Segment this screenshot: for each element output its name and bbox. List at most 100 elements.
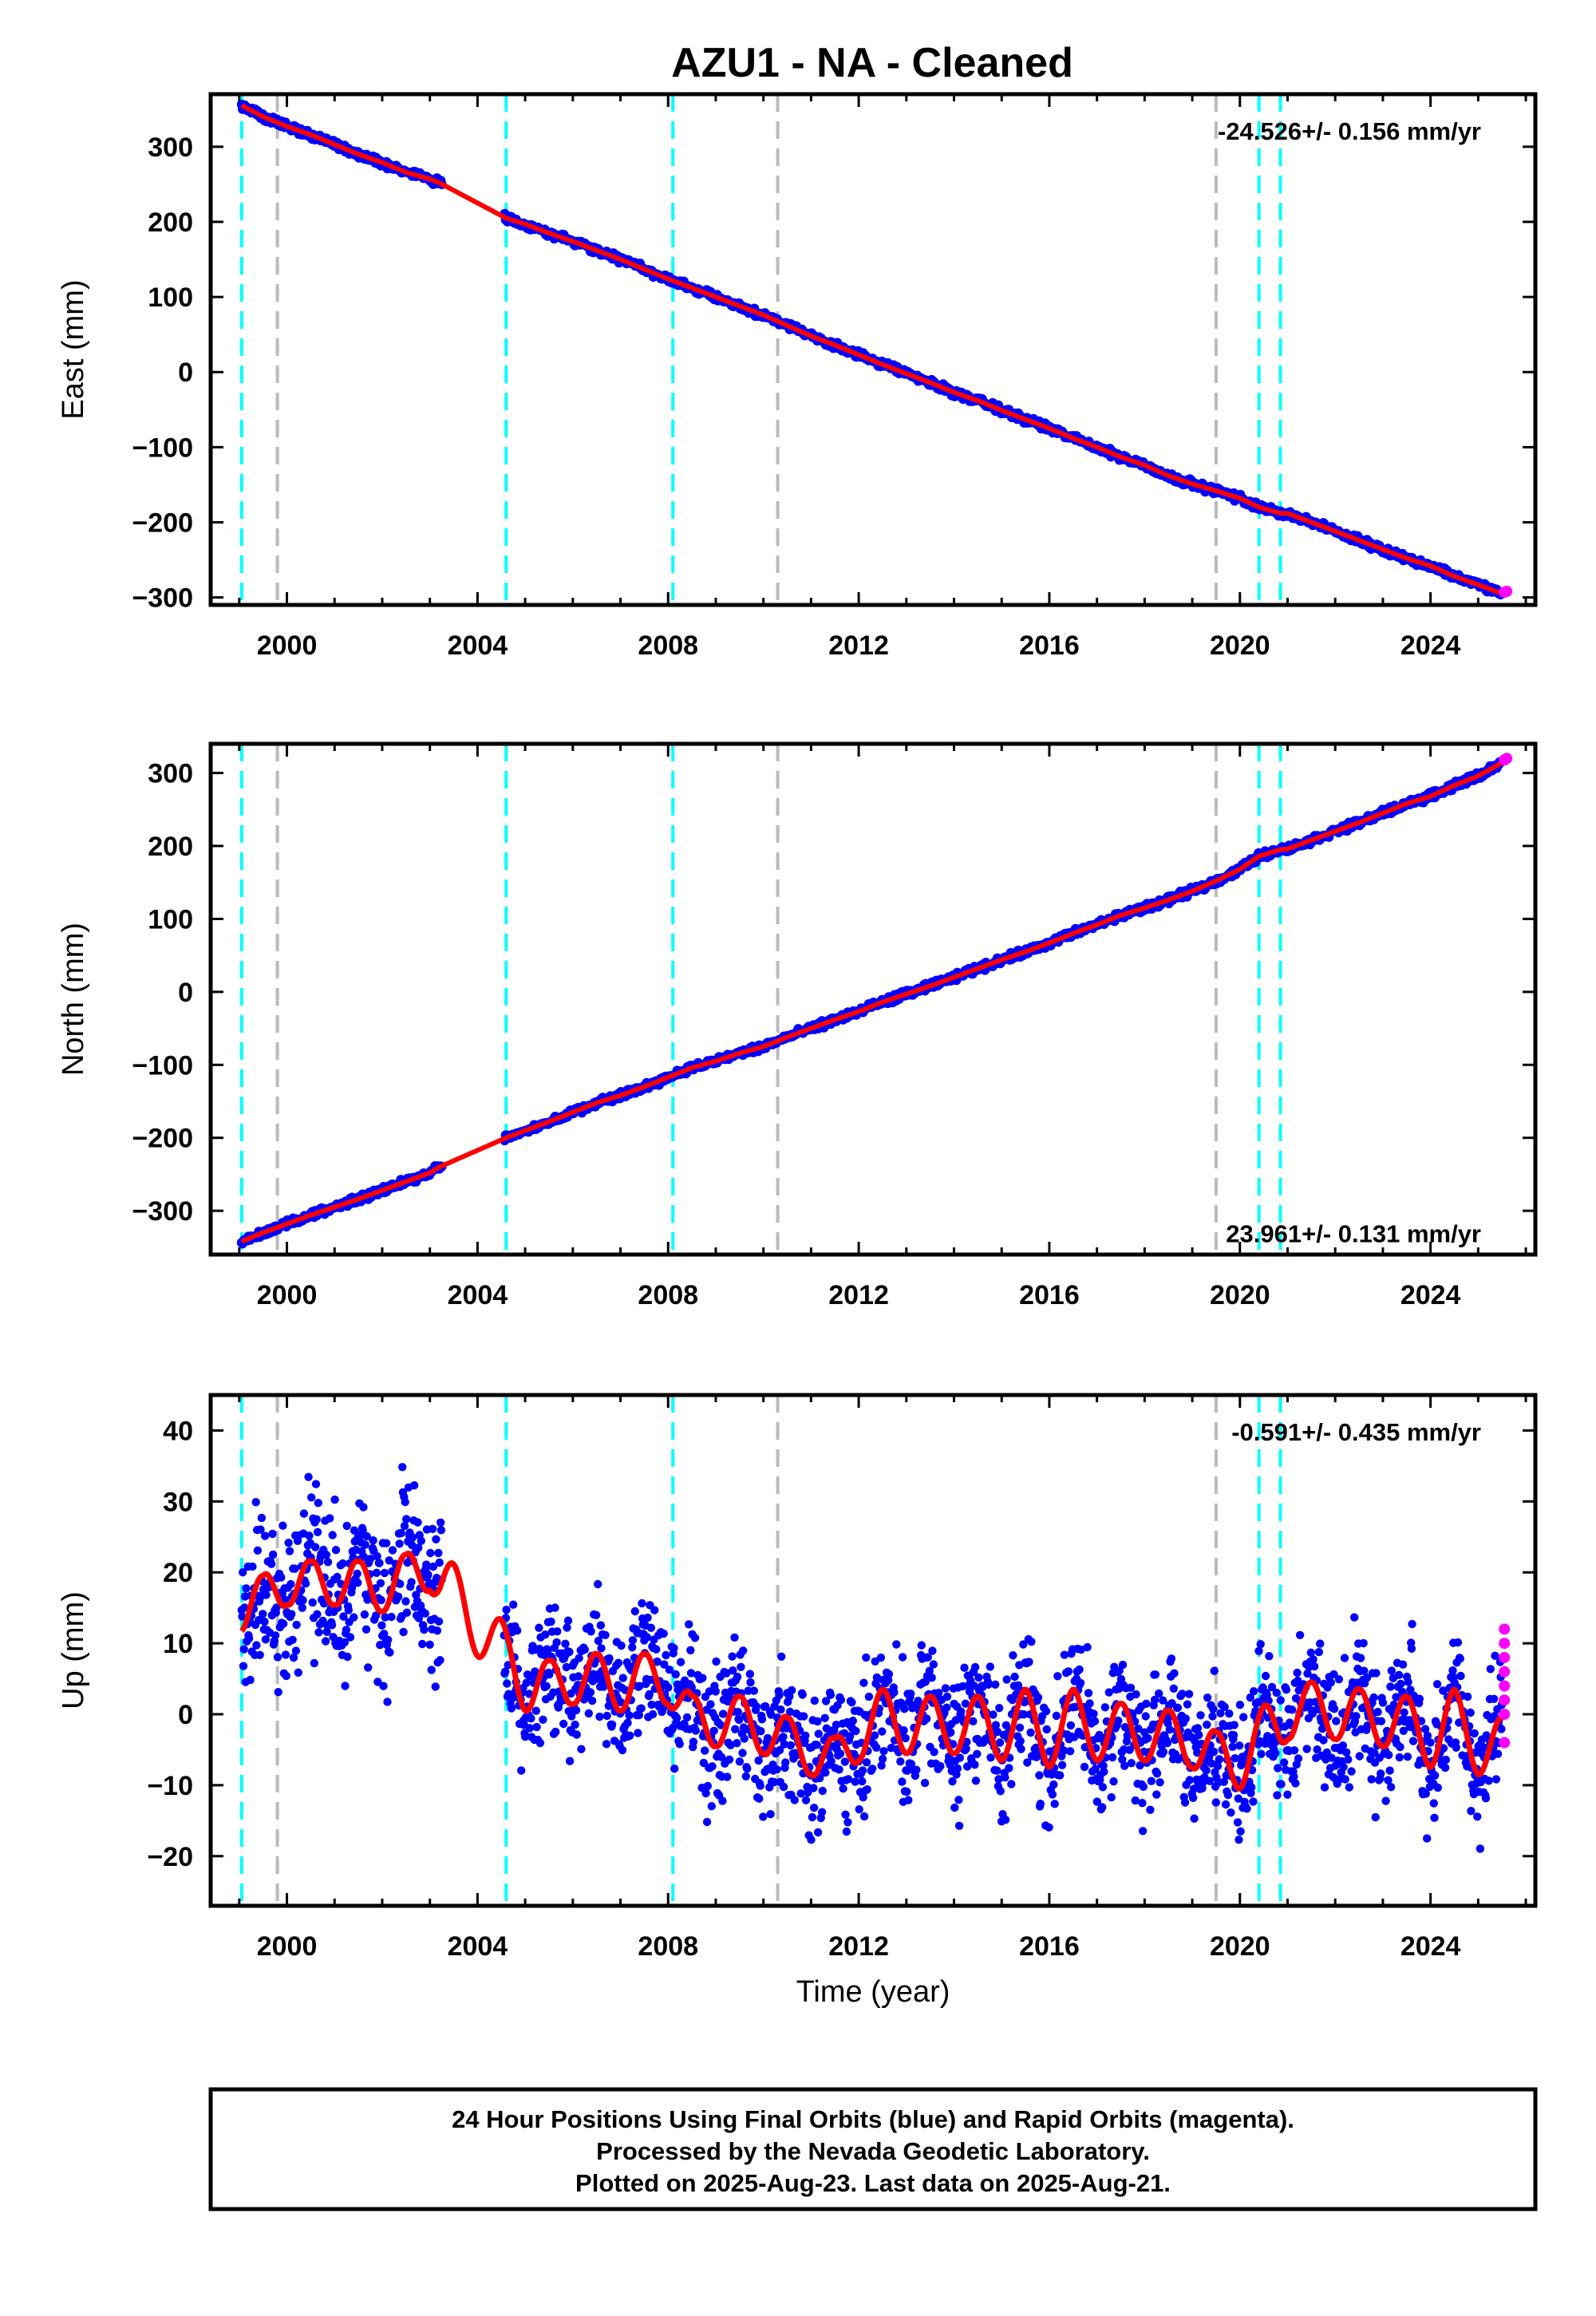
data-point	[993, 1766, 1001, 1775]
data-point	[835, 1765, 843, 1774]
data-point	[741, 1772, 750, 1780]
footer-frame	[208, 2087, 1538, 2211]
data-point	[749, 1686, 758, 1695]
data-point	[521, 1733, 530, 1741]
data-point	[638, 1599, 646, 1608]
x-tick-label: 2004	[448, 630, 508, 661]
data-point	[1180, 1798, 1190, 1807]
data-point	[1049, 1780, 1058, 1789]
data-point	[1132, 1690, 1140, 1699]
data-point	[809, 1784, 818, 1792]
data-point	[1169, 1684, 1179, 1693]
data-point	[417, 1536, 425, 1546]
data-point	[587, 1696, 597, 1705]
x-tick-label: 2016	[1019, 1280, 1080, 1310]
data-point	[377, 1595, 385, 1605]
data-point	[1228, 1742, 1237, 1751]
data-point	[1076, 1678, 1085, 1687]
data-point	[1432, 1680, 1442, 1689]
data-point	[500, 1667, 510, 1676]
x-tick-label: 2000	[257, 1280, 318, 1310]
data-point	[1002, 1675, 1011, 1684]
data-point	[259, 1610, 267, 1618]
data-point	[1327, 1753, 1336, 1762]
data-point	[630, 1607, 639, 1616]
data-point	[872, 1743, 881, 1752]
data-point	[730, 1633, 739, 1642]
data-point	[813, 1717, 822, 1726]
data-point	[1467, 1807, 1476, 1816]
y-tick-label: 0	[178, 978, 193, 1008]
data-point	[812, 1741, 821, 1749]
x-tick-label: 2008	[638, 1280, 698, 1310]
data-point	[1167, 1654, 1176, 1663]
panel-frame	[208, 1393, 1538, 1908]
data-point	[752, 1702, 760, 1711]
data-point	[1344, 1755, 1353, 1764]
data-point	[686, 1669, 696, 1678]
data-point	[1313, 1745, 1321, 1754]
data-point	[637, 1704, 646, 1713]
data-point	[970, 1682, 978, 1690]
data-point	[650, 1606, 659, 1614]
data-point	[731, 1725, 740, 1733]
x-tick-label: 2008	[638, 630, 698, 661]
data-point	[552, 1638, 561, 1647]
data-point	[1057, 1761, 1067, 1769]
data-point	[551, 1727, 560, 1737]
data-point	[757, 1715, 767, 1724]
data-point	[1010, 1672, 1019, 1682]
data-point	[509, 1600, 518, 1609]
data-point	[827, 1757, 836, 1766]
data-point	[242, 1584, 251, 1593]
data-point	[1091, 1765, 1100, 1773]
data-point	[398, 1463, 407, 1472]
data-point	[707, 1802, 716, 1811]
data-point	[971, 1777, 981, 1785]
data-point	[899, 1726, 908, 1735]
data-point	[279, 1619, 288, 1628]
data-point	[1025, 1658, 1033, 1666]
data-point	[292, 1620, 301, 1630]
data-point	[1229, 1730, 1238, 1740]
data-point	[898, 1653, 907, 1662]
data-point	[353, 1569, 361, 1579]
data-point	[763, 1733, 772, 1743]
data-point	[1274, 1764, 1282, 1773]
data-point	[1053, 1672, 1062, 1681]
data-point	[1362, 1674, 1372, 1682]
data-point	[1027, 1637, 1036, 1646]
data-point	[1234, 1794, 1243, 1803]
data-point	[733, 1739, 741, 1748]
data-point	[745, 1670, 754, 1678]
data-point	[1215, 1755, 1224, 1764]
data-point	[1042, 1725, 1051, 1734]
data-point	[942, 1703, 951, 1712]
data-point	[384, 1635, 393, 1644]
data-point	[1083, 1642, 1092, 1652]
data-point	[798, 1690, 807, 1699]
data-point	[1386, 1783, 1396, 1792]
y-axis-label: North (mm)	[57, 923, 90, 1076]
data-point	[1001, 1816, 1010, 1824]
data-point	[870, 1731, 879, 1740]
data-point	[1127, 1759, 1136, 1768]
plot-area	[236, 94, 1513, 605]
data-point	[1347, 1767, 1356, 1776]
data-point	[1223, 1790, 1233, 1800]
data-point	[323, 1558, 333, 1567]
data-point	[240, 1603, 249, 1612]
data-point	[1407, 1644, 1416, 1653]
data-point	[1329, 1670, 1338, 1679]
data-point	[1159, 1748, 1168, 1757]
data-point	[365, 1555, 375, 1563]
model-fit-line	[240, 103, 1505, 596]
data-point	[1100, 1703, 1110, 1712]
data-point	[843, 1818, 852, 1827]
data-point	[1384, 1776, 1393, 1784]
data-point	[1470, 1729, 1479, 1738]
data-point	[1019, 1710, 1029, 1719]
data-point	[314, 1628, 323, 1637]
data-point	[1256, 1640, 1265, 1649]
data-point	[1184, 1690, 1194, 1698]
